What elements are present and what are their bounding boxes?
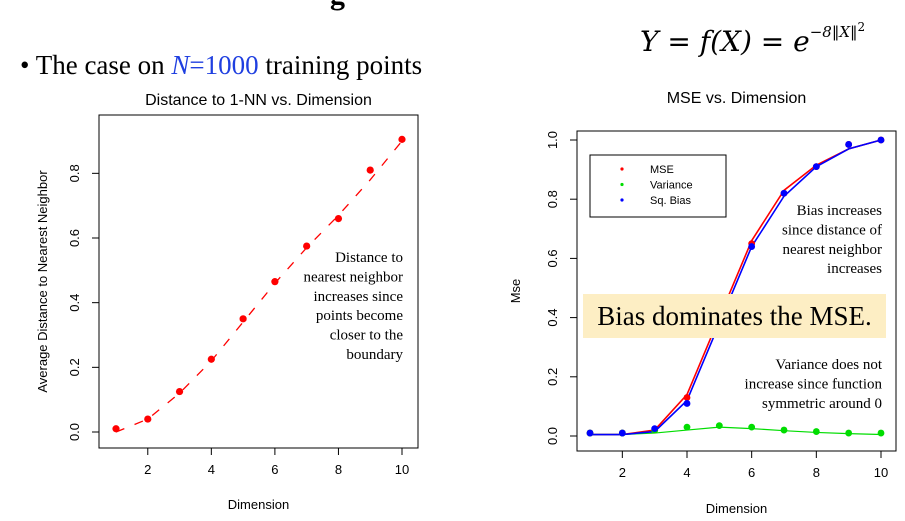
chart1-annotation-line: increases since: [313, 289, 403, 305]
chart2-point-variance: [780, 426, 788, 434]
bullet-prefix: The case on: [35, 50, 172, 80]
chart1-y-tick-label: 0.6: [67, 229, 82, 247]
chart1-y-tick-label: 0.4: [67, 294, 82, 312]
chart1-title: Distance to 1-NN vs. Dimension: [145, 92, 372, 109]
chart1-annotation-line: closer to the: [330, 328, 404, 344]
formula-exponent: −8‖X‖2: [809, 20, 866, 41]
chart2-x-axis-label: Dimension: [706, 501, 767, 516]
chart1-point: [303, 242, 311, 250]
chart2-y-tick-label: 0.0: [545, 427, 560, 445]
chart2-point-variance: [845, 429, 853, 437]
chart1-x-tick-label: 8: [335, 462, 342, 477]
chart2-series-line-sq-bias: [590, 139, 882, 436]
chart2-legend-marker: [620, 198, 624, 202]
chart2-legend: [589, 154, 727, 218]
bullet-n-var: N: [171, 50, 190, 80]
chart1-annotation-line: boundary: [346, 347, 403, 363]
chart1-annotation-line: nearest neighbor: [303, 269, 403, 285]
chart2-annotation-1-line: Bias increases: [797, 203, 883, 219]
chart2-point-variance: [748, 423, 756, 431]
bullet-n-value: =1000: [189, 50, 259, 80]
chart2-point-sq-bias: [780, 189, 788, 197]
chart2-point-sq-bias: [618, 429, 626, 437]
chart1-x-tick-label: 2: [144, 462, 151, 477]
chart2-point-sq-bias: [845, 141, 853, 148]
chart2-annotation-1-line: increases: [827, 261, 882, 277]
chart2-annotation-2-line: Variance does not: [775, 357, 882, 373]
chart1-point: [271, 278, 279, 286]
chart2-point-sq-bias: [586, 429, 594, 437]
chart1-x-tick-label: 10: [395, 462, 409, 477]
chart2-y-tick-label: 0.6: [545, 249, 560, 267]
chart2-x-tick-label: 8: [813, 465, 820, 480]
chart2-legend-marker: [620, 167, 624, 171]
chart1-point: [112, 425, 120, 433]
chart2-y-tick-label: 0.4: [545, 309, 560, 327]
chart2-x-tick-label: 10: [874, 465, 888, 480]
formula-lhs: Y = f(X) = e: [640, 25, 810, 58]
chart1-y-tick-label: 0.2: [67, 358, 82, 376]
chart1-point: [144, 415, 152, 423]
chart2-y-tick-label: 0.8: [545, 190, 560, 208]
chart2-point-sq-bias: [877, 136, 885, 144]
chart1-point: [239, 315, 247, 323]
chart1-point: [175, 387, 184, 396]
chart2-point-variance: [877, 429, 885, 437]
chart2-point-sq-bias: [683, 400, 691, 407]
chart1-point: [207, 355, 215, 363]
chart2-legend-label: MSE: [650, 164, 674, 176]
bullet-suffix: training points: [258, 50, 423, 80]
chart2-annotation-2-line: symmetric around 0: [762, 396, 882, 412]
bullet-line: • The case on N=1000 training points: [20, 50, 422, 81]
chart1-point: [398, 135, 406, 143]
chart1-x-axis-label: Dimension: [228, 497, 289, 512]
chart2-annotation-1-line: nearest neighbor: [782, 242, 882, 258]
chart2-y-tick-label: 1.0: [545, 131, 560, 149]
chart2-point-mse: [683, 394, 691, 401]
chart2-annotation-2-line: increase since function: [745, 376, 883, 392]
chart2-x-tick-label: 4: [683, 465, 690, 480]
chart1-y-axis-label: Average Distance to Nearest Neighbor: [35, 170, 50, 393]
chart1-y-tick-label: 0.0: [67, 423, 82, 441]
chart1-x-tick-label: 6: [271, 462, 278, 477]
chart2-legend-label: Variance: [650, 180, 693, 192]
chart1-point: [334, 215, 343, 223]
callout-bias-dominates: Bias dominates the MSE.: [583, 294, 886, 338]
chart1-annotation-line: Distance to: [335, 250, 403, 266]
chart2-legend-label: Sq. Bias: [650, 195, 691, 207]
chart2-y-axis-label: Mse: [508, 279, 523, 304]
formula-exponent-power: 2: [857, 20, 866, 34]
chart2-point-variance: [683, 423, 691, 431]
formula: Y = f(X) = e−8‖X‖2: [640, 20, 865, 58]
chart2-legend-marker: [620, 182, 624, 187]
chart1-fit-line: [115, 140, 403, 433]
chart2-y-tick-label: 0.2: [545, 368, 560, 386]
chart1-x-tick-label: 4: [208, 462, 215, 477]
chart1-frame: [98, 114, 419, 449]
chart2-frame: [576, 130, 897, 452]
chart1-annotation-line: points become: [316, 308, 403, 324]
chart2-x-tick-label: 2: [619, 465, 626, 480]
chart2-point-sq-bias: [748, 243, 756, 250]
chart1-y-tick-label: 0.8: [67, 164, 82, 182]
bullet-symbol: •: [20, 50, 30, 80]
chart1-point: [366, 166, 374, 174]
chart2-x-tick-label: 6: [748, 465, 755, 480]
slide-heading-fragment: g: [330, 0, 345, 10]
chart2-annotation-1-line: since distance of: [782, 222, 882, 238]
chart2-title: MSE vs. Dimension: [667, 90, 807, 107]
chart2-point-variance: [812, 428, 820, 435]
chart2-point-sq-bias: [651, 425, 659, 432]
chart2-point-sq-bias: [812, 163, 820, 171]
chart2-point-variance: [715, 422, 723, 430]
